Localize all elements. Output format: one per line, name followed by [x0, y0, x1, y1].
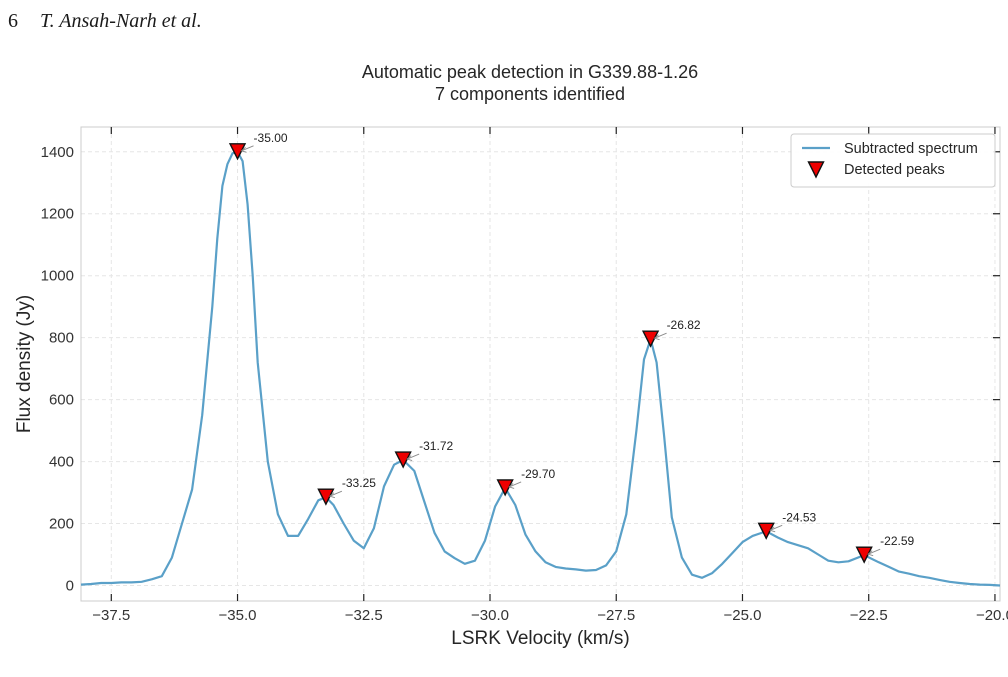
legend-box: [790, 133, 996, 188]
peak-marker: [228, 143, 247, 161]
peak-label: -29.70: [521, 467, 555, 481]
chart-title: Automatic peak detection in G339.88-1.26: [362, 62, 698, 82]
peak-marker: [317, 488, 335, 506]
chart-subtitle: 7 components identified: [435, 84, 625, 104]
page-number: 6: [8, 10, 18, 32]
peak-marker: [496, 479, 514, 497]
x-tick-label: −30.0: [471, 607, 509, 624]
x-tick-label: −32.5: [345, 607, 383, 624]
peak-label: -35.00: [254, 131, 288, 145]
y-tick-label: 600: [49, 392, 74, 409]
legend: Subtracted spectrum Detected peaks: [790, 133, 996, 188]
peak-annotation-arrowhead: [240, 146, 247, 153]
y-tick-label: 0: [66, 578, 74, 595]
peak-annotation-arrow: [770, 524, 783, 531]
x-tick-label: −20.0: [976, 607, 1008, 624]
page-header: 6 T. Ansah-Narh et al.: [8, 10, 202, 33]
peak-marker: [757, 522, 775, 540]
peak-annotation-arrowhead: [508, 483, 515, 489]
peak-label: -22.59: [880, 534, 914, 548]
peak-marker: [855, 546, 873, 564]
y-tick-label: 800: [49, 330, 74, 347]
peak-annotation-arrow: [329, 490, 343, 497]
peak-annotation-arrow: [867, 548, 881, 555]
y-axis-label: Flux density (Jy): [14, 295, 35, 433]
peak-annotation-arrowhead: [406, 455, 413, 461]
spectrum-line: [80, 150, 1001, 587]
x-tick-label: −25.0: [723, 607, 761, 624]
plot-frame: [80, 126, 1001, 602]
peak-annotation-arrow: [508, 481, 522, 488]
peak-markers: -35.00 -33.25 -31.72 -29.70 -26.82 -24.53 -22.…: [228, 131, 915, 564]
grid: [81, 127, 1000, 601]
legend-label-spectrum: Subtracted spectrum: [844, 141, 978, 157]
peak-annotation-arrow: [241, 145, 254, 152]
x-axis-label: LSRK Velocity (km/s): [451, 628, 629, 649]
axes-ticks: −37.5 −35.0 −32.5 −30.0 −27.5 −25.0 −22.5 −20. 0…: [41, 127, 1008, 624]
y-tick-label: 1200: [41, 206, 74, 223]
peak-label: -33.25: [342, 476, 376, 490]
peak-annotation-arrowhead: [769, 526, 776, 533]
x-tick-label: −27.5: [597, 607, 635, 624]
y-tick-label: 200: [49, 516, 74, 533]
legend-label-peaks: Detected peaks: [844, 162, 945, 178]
running-authors: T. Ansah-Narh et al.: [40, 10, 202, 32]
peak-annotation-arrowhead: [328, 492, 336, 499]
legend-marker-swatch: [807, 161, 825, 179]
peak-annotation-arrowhead: [867, 550, 874, 557]
peak-annotation-arrow: [654, 332, 667, 339]
x-tick-label: −35.0: [219, 607, 257, 624]
peak-label: -26.82: [667, 318, 701, 332]
y-tick-label: 1400: [41, 144, 74, 161]
peak-annotation-arrow: [406, 453, 420, 460]
peak-label: -31.72: [419, 439, 453, 453]
peak-label: -24.53: [782, 510, 816, 524]
y-tick-label: 400: [49, 454, 74, 471]
series-lines: [80, 150, 1001, 587]
x-tick-label: −22.5: [850, 607, 888, 624]
y-tick-label: 1000: [41, 268, 74, 285]
peak-annotation-arrowhead: [653, 334, 660, 341]
peak-marker: [394, 451, 412, 469]
x-tick-label: −37.5: [92, 607, 130, 624]
peak-marker: [641, 330, 660, 348]
